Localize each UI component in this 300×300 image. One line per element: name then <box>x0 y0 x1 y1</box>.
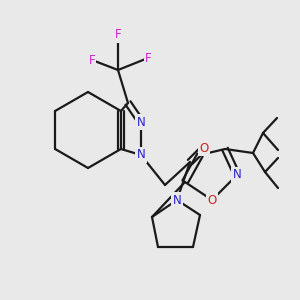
Text: N: N <box>232 169 242 182</box>
Text: F: F <box>145 52 151 64</box>
Text: N: N <box>172 194 182 206</box>
Text: F: F <box>89 53 95 67</box>
Text: N: N <box>136 116 146 128</box>
Text: F: F <box>115 28 121 41</box>
Text: N: N <box>136 148 146 161</box>
Text: O: O <box>200 142 208 154</box>
Text: O: O <box>207 194 217 206</box>
